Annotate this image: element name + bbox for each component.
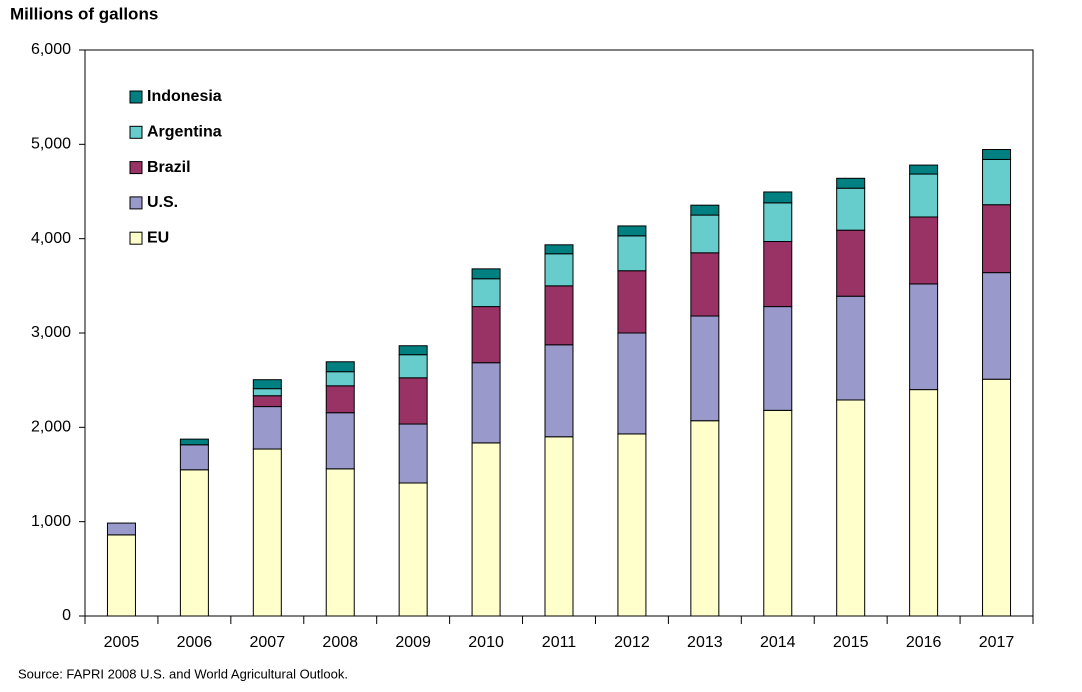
bar-segment (982, 204, 1012, 274)
chart-title: Millions of gallons (10, 4, 158, 23)
x-tick-label: 2017 (979, 634, 1015, 651)
legend-swatch (129, 231, 143, 245)
bar-segment (836, 229, 866, 297)
x-tick-label: 2009 (395, 634, 431, 651)
bar-segment (763, 191, 793, 204)
bar-segment (836, 399, 866, 617)
bar-segment (982, 272, 1012, 380)
y-tick-label: 4,000 (31, 230, 71, 247)
x-tick-label: 2013 (687, 634, 723, 651)
bar-segment (690, 420, 720, 617)
bar-segment (763, 240, 793, 308)
bar-segment (982, 158, 1012, 206)
bar-segment (836, 177, 866, 189)
legend-label: Brazil (147, 159, 191, 176)
y-tick-label: 2,000 (31, 419, 71, 436)
bar-segment (982, 149, 1012, 160)
bar-segment (617, 332, 647, 435)
bar-segment (617, 225, 647, 237)
bar-segment (690, 315, 720, 422)
x-tick-label: 2011 (542, 634, 577, 651)
bar-segment (252, 388, 282, 397)
bar-segment (325, 412, 355, 470)
x-tick-label: 2006 (177, 634, 213, 651)
legend-label: Indonesia (147, 88, 222, 105)
legend-label: EU (147, 229, 169, 246)
bar-segment (690, 204, 720, 216)
bar-segment (398, 345, 428, 356)
x-tick-label: 2014 (760, 634, 796, 651)
bar-segment (325, 385, 355, 414)
bar-segment (325, 371, 355, 387)
bar-segment (544, 244, 574, 255)
bar-segment (252, 406, 282, 450)
y-tick-label: 6,000 (31, 41, 71, 58)
bar-segment (544, 253, 574, 287)
bar-segment (617, 235, 647, 272)
bar-segment (252, 379, 282, 390)
x-tick-label: 2015 (833, 634, 869, 651)
x-tick-label: 2008 (322, 634, 358, 651)
bar-segment (909, 389, 939, 617)
bar-segment (252, 395, 282, 408)
x-tick-label: 2005 (104, 634, 140, 651)
legend-label: Argentina (147, 124, 222, 141)
bar-segment (617, 270, 647, 334)
y-tick-label: 0 (62, 607, 71, 624)
legend-swatch (129, 161, 143, 175)
bar-segment (398, 482, 428, 617)
x-tick-label: 2016 (906, 634, 942, 651)
legend-swatch (129, 196, 143, 210)
bar-segment (763, 306, 793, 411)
bar-segment (982, 378, 1012, 617)
bar-segment (909, 173, 939, 218)
bar-segment (325, 468, 355, 617)
bar-segment (471, 362, 501, 444)
bar-segment (471, 268, 501, 280)
bar-segment (690, 214, 720, 254)
x-tick-label: 2010 (468, 634, 504, 651)
bar-segment (471, 278, 501, 308)
bar-segment (471, 306, 501, 364)
x-tick-label: 2012 (614, 634, 650, 651)
bar-segment (763, 409, 793, 617)
bar-segment (909, 216, 939, 285)
bar-segment (252, 448, 282, 617)
legend-label: U.S. (147, 194, 178, 211)
bar-segment (909, 164, 939, 175)
bar-segment (544, 344, 574, 438)
bar-segment (179, 469, 209, 617)
bar-segment (836, 187, 866, 231)
bar-segment (179, 444, 209, 471)
bar-segment (763, 202, 793, 242)
bar-segment (471, 442, 501, 617)
bar-segment (617, 433, 647, 617)
source-note: Source: FAPRI 2008 U.S. and World Agricu… (18, 666, 348, 681)
bar-segment (544, 285, 574, 346)
bar-segment (690, 252, 720, 317)
y-tick-label: 1,000 (31, 513, 71, 530)
bar-segment (106, 522, 136, 536)
bar-segment (544, 436, 574, 617)
x-tick-label: 2007 (250, 634, 286, 651)
bar-segment (909, 283, 939, 391)
bar-segment (398, 354, 428, 379)
legend-swatch (129, 125, 143, 139)
bar-segment (398, 423, 428, 484)
bar-segment (325, 361, 355, 373)
bar-segment (106, 534, 136, 617)
y-tick-label: 3,000 (31, 324, 71, 341)
bar-segment (179, 438, 209, 446)
legend-swatch (129, 90, 143, 104)
bar-segment (836, 295, 866, 401)
y-tick-label: 5,000 (31, 136, 71, 153)
bar-segment (398, 377, 428, 425)
